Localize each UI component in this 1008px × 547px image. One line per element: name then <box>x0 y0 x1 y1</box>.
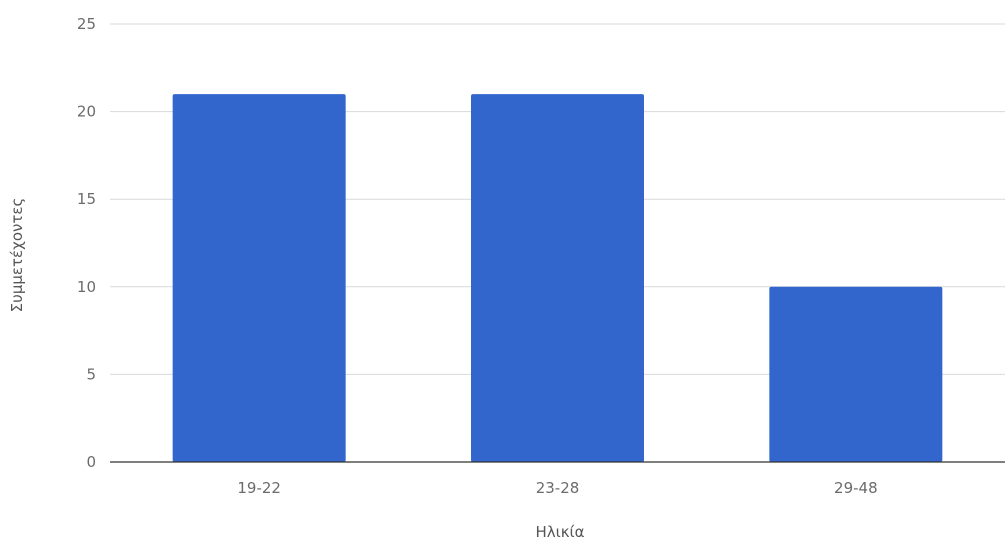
y-tick-label: 25 <box>77 15 96 33</box>
y-tick-label: 15 <box>77 190 96 208</box>
bars <box>172 94 943 462</box>
y-tick-label: 20 <box>77 103 96 121</box>
x-tick-label: 19-22 <box>237 479 281 497</box>
bar-29-48 <box>769 286 943 462</box>
y-tick-label: 5 <box>86 365 96 383</box>
bar-19-22 <box>172 94 346 462</box>
axes: 0 5 10 15 20 25 19-22 23-28 29-48 <box>77 15 1005 497</box>
x-axis-title: Ηλικία <box>535 523 584 541</box>
x-tick-label: 23-28 <box>536 479 580 497</box>
y-tick-label: 0 <box>86 453 96 471</box>
x-tick-label: 29-48 <box>834 479 878 497</box>
y-tick-label: 10 <box>77 278 96 296</box>
y-axis-title: Συμμετέχοντες <box>8 198 26 313</box>
bar-23-28 <box>471 94 644 462</box>
